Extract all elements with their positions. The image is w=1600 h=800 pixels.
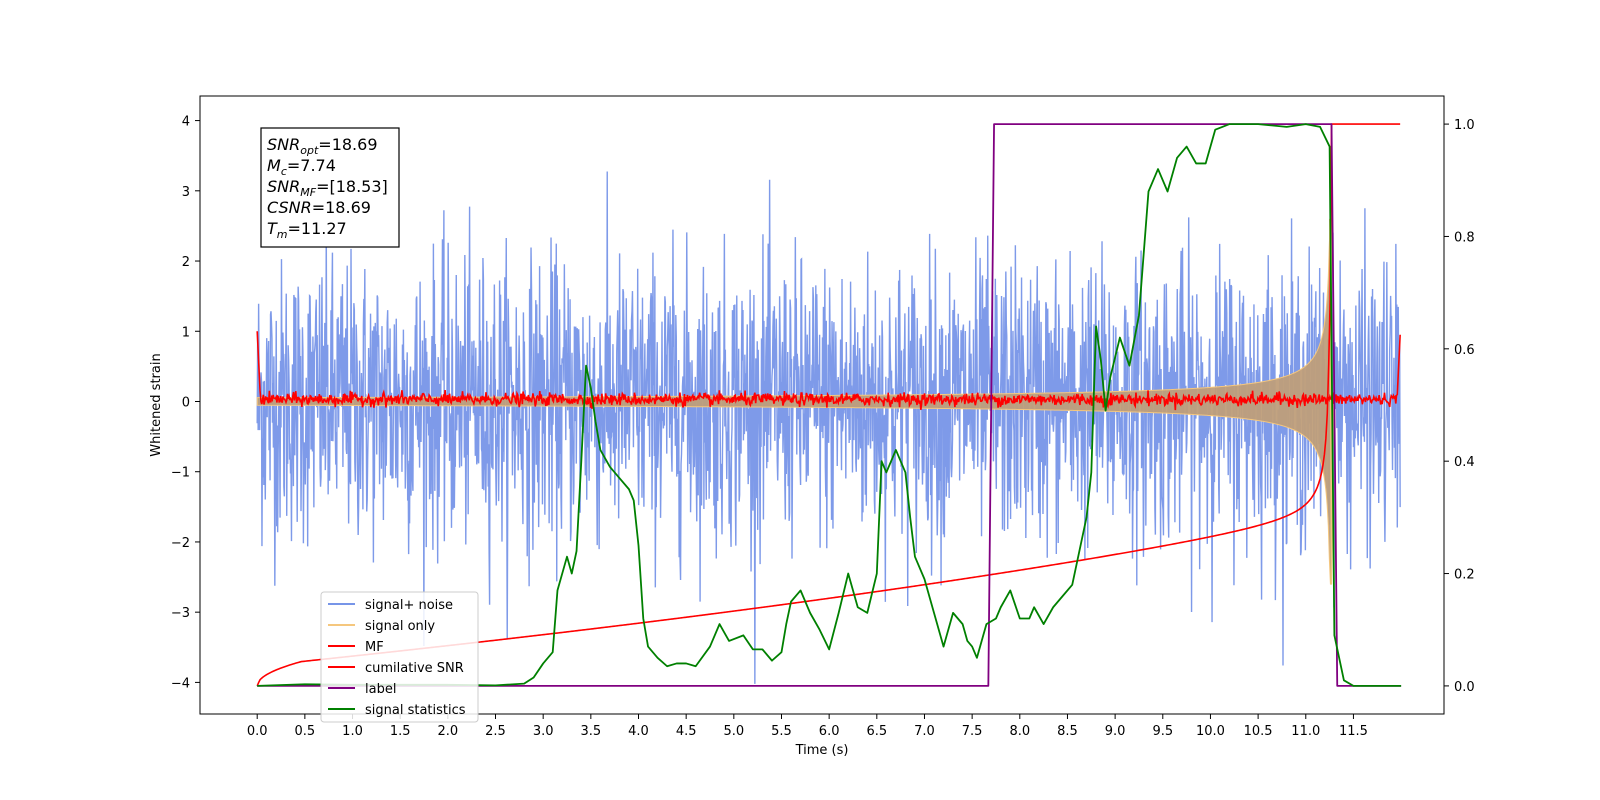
x-tick-label: 4.5 xyxy=(676,724,697,739)
x-tick-label: 3.0 xyxy=(533,724,554,739)
y-tick-label: 3 xyxy=(182,185,190,200)
x-tick-label: 1.0 xyxy=(342,724,363,739)
stats-box-frame xyxy=(260,127,400,248)
x-tick-label: 6.0 xyxy=(819,724,840,739)
y-tick-label: 0 xyxy=(182,395,190,410)
legend-label: MF xyxy=(365,640,384,655)
x-tick-label: 3.5 xyxy=(580,724,601,739)
stats-line: Mc=7.74 xyxy=(267,156,336,178)
x-tick-label: 5.5 xyxy=(771,724,792,739)
x-tick-label: 0.5 xyxy=(295,724,316,739)
x-tick-label: 5.0 xyxy=(723,724,744,739)
x-tick-label: 7.0 xyxy=(914,724,935,739)
stats-line: Tm=11.27 xyxy=(267,219,347,241)
x-tick-label: 1.5 xyxy=(390,724,411,739)
x-tick-label: 11.5 xyxy=(1339,724,1368,739)
y-tick-label: −4 xyxy=(171,676,190,691)
y2-tick-label: 1.0 xyxy=(1454,118,1475,133)
x-tick-label: 2.0 xyxy=(438,724,459,739)
x-tick-label: 8.0 xyxy=(1009,724,1030,739)
x-tick-label: 0.0 xyxy=(247,724,268,739)
stats-line: SNRMF=[18.53] xyxy=(267,177,388,199)
plot-frame xyxy=(199,95,1445,715)
y-tick-label: 4 xyxy=(182,115,190,130)
series-signal-only xyxy=(256,218,1333,585)
legend-frame xyxy=(320,591,479,723)
series-signal-statistics xyxy=(257,123,1402,687)
x-tick-label: 9.5 xyxy=(1152,724,1173,739)
y-tick-label: −2 xyxy=(171,536,190,551)
x-tick-label: 8.5 xyxy=(1057,724,1078,739)
series-mf xyxy=(256,331,1401,411)
y-axis-right: 0.0 0.2 0.4 0.6 0.8 1.0 xyxy=(1444,118,1475,695)
x-tick-label: 10.5 xyxy=(1244,724,1273,739)
y2-tick-label: 0.8 xyxy=(1454,230,1475,245)
legend-label: signal statistics xyxy=(365,703,466,718)
stats-box: SNRopt=18.69Mc=7.74SNRMF=[18.53]CSNR=18.… xyxy=(260,127,400,248)
legend-label: signal only xyxy=(365,619,435,634)
legend-label: signal+ noise xyxy=(365,598,453,613)
x-tick-label: 9.0 xyxy=(1105,724,1126,739)
y2-tick-label: 0.2 xyxy=(1454,568,1475,583)
legend-label: cumilative SNR xyxy=(365,661,464,676)
x-axis-title: Time (s) xyxy=(795,743,849,758)
stats-line: SNRopt=18.69 xyxy=(267,135,378,157)
x-tick-label: 7.5 xyxy=(962,724,983,739)
y-tick-label: 2 xyxy=(182,255,190,270)
y-axis-title: Whitened strain xyxy=(149,353,164,456)
y-axis-left: −4 −3 −2 −1 0 1 2 3 4 xyxy=(171,115,200,691)
y-tick-label: −3 xyxy=(171,606,190,621)
series-label xyxy=(257,123,1402,687)
x-axis: 0.0 0.5 1.0 1.5 2.0 2.5 3.0 3.5 4.0 4.5 5.0 5.5 6.0 6… xyxy=(247,714,1368,739)
y2-tick-label: 0.4 xyxy=(1454,455,1475,470)
stats-line: CSNR=18.69 xyxy=(267,198,371,217)
y-tick-label: 1 xyxy=(182,325,190,340)
y2-tick-label: 0.0 xyxy=(1454,680,1475,695)
x-tick-label: 10.0 xyxy=(1196,724,1225,739)
legend-label: label xyxy=(365,682,396,697)
x-tick-label: 6.5 xyxy=(866,724,887,739)
y2-tick-label: 0.6 xyxy=(1454,343,1475,358)
x-tick-label: 4.0 xyxy=(628,724,649,739)
x-tick-label: 2.5 xyxy=(485,724,506,739)
x-tick-label: 11.0 xyxy=(1291,724,1320,739)
y-tick-label: −1 xyxy=(171,466,190,481)
legend: signal+ noise signal only MF cumilative SNR… xyxy=(320,591,479,723)
